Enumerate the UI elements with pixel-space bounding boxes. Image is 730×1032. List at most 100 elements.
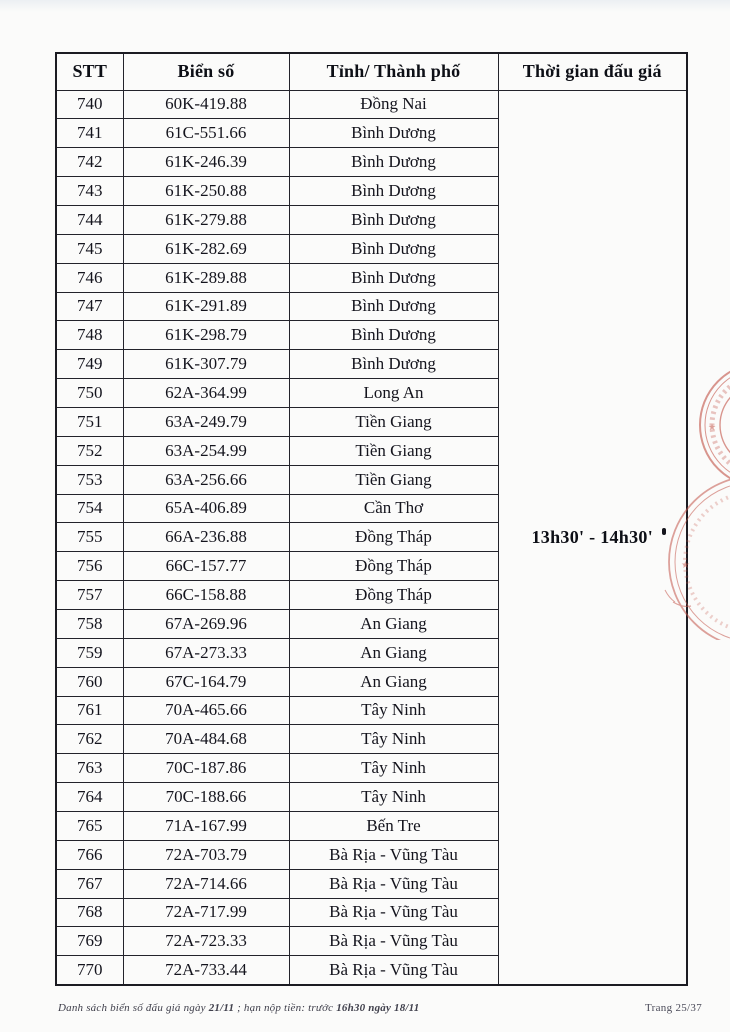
stt-cell: 740: [55, 89, 124, 120]
plate-cell: 70A-465.66: [122, 695, 290, 726]
province-cell: Tây Ninh: [288, 724, 499, 755]
stt-cell: 755: [55, 522, 124, 553]
plate-cell: 61K-250.88: [122, 176, 290, 206]
province-cell: Bình Dương: [288, 204, 499, 235]
plate-cell: 67A-269.96: [122, 608, 290, 639]
stt-cell: 754: [55, 493, 124, 524]
plate-cell: 61K-291.89: [122, 291, 290, 322]
footer-note-text: ; hạn nộp tiền: trước: [234, 1002, 337, 1014]
stt-cell: 752: [55, 435, 124, 466]
header-plate: Biển số: [122, 52, 290, 91]
scan-artifact-band: [0, 0, 730, 12]
footer-page-number: Trang 25/37: [645, 1002, 702, 1014]
footer-note: Danh sách biển số đấu giá ngày 21/11 ; h…: [58, 1002, 419, 1014]
plate-cell: 72A-717.99: [122, 897, 290, 928]
table-row: 749 61K-307.79 Bình Dương: [55, 349, 687, 380]
stt-cell: 745: [55, 233, 124, 264]
province-cell: Bà Rịa - Vũng Tàu: [288, 926, 499, 957]
stt-cell: 748: [55, 320, 124, 351]
table-row: 740 60K-419.88 Đồng Nai 13h30' - 14h30': [55, 89, 688, 986]
table-row: 767 72A-714.66 Bà Rịa - Vũng Tàu: [55, 868, 687, 899]
table-row: 762 70A-484.68 Tây Ninh: [55, 724, 687, 755]
table-row: 755 66A-236.88 Đồng Tháp: [55, 522, 687, 553]
province-cell: Bà Rịa - Vũng Tàu: [288, 897, 499, 928]
stt-cell: 767: [55, 868, 124, 899]
plate-cell: 66A-236.88: [122, 522, 290, 553]
stt-cell: 759: [55, 637, 124, 668]
table-row: 768 72A-717.99 Bà Rịa - Vũng Tàu: [55, 897, 687, 928]
footer-note-bold: 16h30 ngày 18/11: [336, 1002, 420, 1014]
table-row: 745 61K-282.69 Bình Dương: [55, 233, 687, 264]
province-cell: Long An: [288, 378, 499, 408]
province-cell: Bình Dương: [288, 291, 499, 322]
table-row: 769 72A-723.33 Bà Rịa - Vũng Tàu: [55, 926, 687, 957]
plate-cell: 63A-254.99: [122, 435, 290, 466]
province-cell: Bình Dương: [288, 320, 499, 351]
province-cell: Tiền Giang: [288, 406, 499, 437]
table-row: 766 72A-703.79 Bà Rịa - Vũng Tàu: [55, 839, 687, 870]
province-cell: An Giang: [288, 608, 499, 639]
stt-cell: 750: [55, 378, 124, 408]
auction-table: STT Biển số Tỉnh/ Thành phố Thời gian đấ…: [55, 52, 688, 986]
plate-cell: 61K-298.79: [122, 320, 290, 351]
plate-cell: 70C-187.86: [122, 753, 290, 784]
province-cell: Tây Ninh: [288, 753, 499, 784]
province-cell: Bến Tre: [288, 810, 499, 841]
plate-cell: 61K-279.88: [122, 204, 290, 235]
stt-cell: 761: [55, 695, 124, 726]
stt-cell: 741: [55, 118, 124, 149]
stt-cell: 769: [55, 926, 124, 957]
stt-cell: 763: [55, 753, 124, 784]
province-cell: An Giang: [288, 637, 499, 668]
plate-cell: 66C-158.88: [122, 580, 290, 610]
plate-cell: 72A-703.79: [122, 839, 290, 870]
plate-cell: 63A-256.66: [122, 464, 290, 495]
province-cell: Đồng Tháp: [288, 580, 499, 610]
plate-cell: 61K-289.88: [122, 262, 290, 293]
stt-cell: 742: [55, 147, 124, 178]
province-cell: Bà Rịa - Vũng Tàu: [288, 955, 499, 986]
table-row: 764 70C-188.66 Tây Ninh: [55, 782, 687, 812]
plate-cell: 70C-188.66: [122, 782, 290, 812]
province-cell: Tây Ninh: [288, 695, 499, 726]
table-row: 770 72A-733.44 Bà Rịa - Vũng Tàu: [55, 955, 687, 986]
header-row: STT Biển số Tỉnh/ Thành phố Thời gian đấ…: [55, 52, 688, 91]
table-row: 757 66C-158.88 Đồng Tháp: [55, 580, 687, 610]
table-row: 746 61K-289.88 Bình Dương: [55, 262, 687, 293]
ink-speck: [662, 528, 666, 535]
province-cell: Bình Dương: [288, 147, 499, 178]
plate-cell: 61K-307.79: [122, 349, 290, 380]
table-row: 751 63A-249.79 Tiền Giang: [55, 406, 687, 437]
plate-cell: 62A-364.99: [122, 378, 290, 408]
stt-cell: 764: [55, 782, 124, 812]
province-cell: Bình Dương: [288, 262, 499, 293]
stt-cell: 746: [55, 262, 124, 293]
plate-cell: 61C-551.66: [122, 118, 290, 149]
stt-cell: 760: [55, 666, 124, 697]
province-cell: Đồng Tháp: [288, 551, 499, 582]
province-cell: Tây Ninh: [288, 782, 499, 812]
plate-cell: 61K-246.39: [122, 147, 290, 178]
table-row: 756 66C-157.77 Đồng Tháp: [55, 551, 687, 582]
table-body: 740 60K-419.88 Đồng Nai 13h30' - 14h30' 741 6…: [55, 89, 688, 986]
plate-cell: 61K-282.69: [122, 233, 290, 264]
stt-cell: 747: [55, 291, 124, 322]
stt-cell: 765: [55, 810, 124, 841]
auction-time-cell: 13h30' - 14h30': [497, 89, 688, 986]
stt-cell: 744: [55, 204, 124, 235]
table-row: 742 61K-246.39 Bình Dương: [55, 147, 687, 178]
stt-cell: 756: [55, 551, 124, 582]
stt-cell: 751: [55, 406, 124, 437]
stt-cell: 768: [55, 897, 124, 928]
stt-cell: 770: [55, 955, 124, 986]
table-row: 750 62A-364.99 Long An: [55, 378, 687, 408]
plate-cell: 72A-733.44: [122, 955, 290, 986]
stt-cell: 758: [55, 608, 124, 639]
stt-cell: 743: [55, 176, 124, 206]
plate-cell: 65A-406.89: [122, 493, 290, 524]
province-cell: Bình Dương: [288, 233, 499, 264]
header-stt: STT: [55, 52, 124, 91]
stt-cell: 766: [55, 839, 124, 870]
plate-cell: 70A-484.68: [122, 724, 290, 755]
